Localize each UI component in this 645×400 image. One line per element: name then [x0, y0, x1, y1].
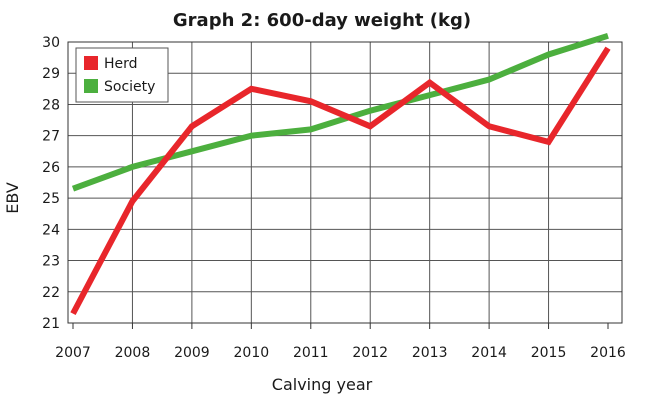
x-tick-label-2007: 2007: [55, 345, 91, 361]
x-tick-label-2013: 2013: [412, 345, 448, 361]
legend-label-society: Society: [104, 79, 155, 95]
x-tick-label-2014: 2014: [471, 345, 507, 361]
series-lines: [70, 32, 611, 316]
y-tick-label-24: 24: [42, 222, 60, 238]
y-tick-label-21: 21: [42, 316, 60, 332]
chart-title: Graph 2: 600-day weight (kg): [173, 10, 471, 31]
legend-swatch-society: [84, 79, 98, 93]
y-axis-ticks: 21 22 23 24 25 26 27 28 29 30: [42, 35, 60, 332]
y-tick-label-26: 26: [42, 160, 60, 176]
y-tick-label-30: 30: [42, 35, 60, 51]
y-tick-label-22: 22: [42, 285, 60, 301]
series-line-herd: [70, 46, 611, 316]
y-tick-label-29: 29: [42, 66, 60, 82]
x-tick-label-2010: 2010: [234, 345, 270, 361]
x-tick-label-2009: 2009: [174, 345, 210, 361]
legend-label-herd: Herd: [104, 56, 138, 72]
y-tick-label-23: 23: [42, 254, 60, 270]
y-tick-label-28: 28: [42, 97, 60, 113]
x-tick-label-2008: 2008: [115, 345, 151, 361]
y-tick-label-25: 25: [42, 191, 60, 207]
plot-frame: [67, 41, 623, 324]
x-tick-label-2016: 2016: [590, 345, 626, 361]
y-axis-title: EBV: [3, 182, 22, 214]
y-tick-label-27: 27: [42, 129, 60, 145]
legend-swatch-herd: [84, 56, 98, 70]
x-tick-label-2015: 2015: [531, 345, 567, 361]
x-axis-ticks: 2007 2008 2009 2010 2011 2012 2013 2014 2015 2016: [55, 323, 626, 361]
x-tick-label-2012: 2012: [352, 345, 388, 361]
legend: Herd Society: [75, 47, 169, 103]
x-axis-title: Calving year: [272, 375, 373, 394]
x-tick-label-2011: 2011: [293, 345, 329, 361]
